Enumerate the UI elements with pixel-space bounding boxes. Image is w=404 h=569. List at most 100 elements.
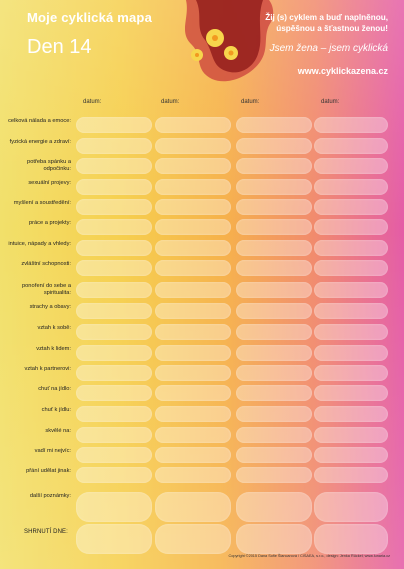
entry-cell-r14-c4[interactable] [314,385,388,401]
motto-text: Žij (s) cyklem a buď naplněnou, úspěšnou… [265,13,388,33]
entry-cell-r5-c4[interactable] [314,199,388,215]
entry-cell-r10-c3[interactable] [236,303,312,319]
entry-cell-r13-c2[interactable] [155,365,231,381]
summary-label: SHRNUTÍ DNE: [24,529,68,535]
entry-cell-r5-c1[interactable] [76,199,152,215]
entry-cell-r16-c1[interactable] [76,427,152,443]
entry-cell-r7-c1[interactable] [76,240,152,256]
entry-cell-r17-c2[interactable] [155,447,231,463]
entry-cell-r9-c3[interactable] [236,282,312,298]
entry-cell-r11-c2[interactable] [155,324,231,340]
entry-cell-r13-c3[interactable] [236,365,312,381]
entry-cell-r4-c2[interactable] [155,179,231,195]
row-label-4: sexuální projevy: [28,180,71,186]
entry-cell-r13-c4[interactable] [314,365,388,381]
entry-cell-r11-c1[interactable] [76,324,152,340]
row-label-3: potřeba spánku a odpočinku: [27,159,71,172]
entry-cell-r8-c3[interactable] [236,260,312,276]
entry-cell-r3-c3[interactable] [236,158,312,174]
entry-cell-r6-c2[interactable] [155,219,231,235]
entry-cell-r3-c2[interactable] [155,158,231,174]
entry-cell-r9-c4[interactable] [314,282,388,298]
entry-cell-r2-c2[interactable] [155,138,231,154]
entry-cell-r7-c2[interactable] [155,240,231,256]
entry-cell-r1-c1[interactable] [76,117,152,133]
entry-cell-r6-c1[interactable] [76,219,152,235]
row-label-1: celková nálada a emoce: [8,118,71,124]
entry-cell-r15-c2[interactable] [155,406,231,422]
entry-cell-r14-c1[interactable] [76,385,152,401]
entry-cell-r14-c3[interactable] [236,385,312,401]
entry-cell-r1-c4[interactable] [314,117,388,133]
entry-cell-r8-c4[interactable] [314,260,388,276]
entry-cell-r11-c3[interactable] [236,324,312,340]
entry-cell-r19-c4[interactable] [314,492,388,522]
entry-cell-r9-c1[interactable] [76,282,152,298]
entry-cell-r12-c3[interactable] [236,345,312,361]
column-date-label-2: datum: [161,99,180,105]
row-label-13: vztah k partnerovi: [24,366,71,372]
entry-cell-r19-c2[interactable] [155,492,231,522]
entry-cell-r2-c1[interactable] [76,138,152,154]
day-label: Den 14 [27,36,92,58]
entry-cell-r12-c4[interactable] [314,345,388,361]
entry-cell-r15-c3[interactable] [236,406,312,422]
entry-cell-r1-c3[interactable] [236,117,312,133]
entry-cell-r10-c4[interactable] [314,303,388,319]
entry-cell-r18-c3[interactable] [236,467,312,483]
entry-cell-r8-c2[interactable] [155,260,231,276]
entry-cell-r19-c1[interactable] [76,492,152,522]
entry-cell-r4-c4[interactable] [314,179,388,195]
woman-hair-illustration [184,0,274,82]
entry-cell-r3-c1[interactable] [76,158,152,174]
entry-cell-r5-c2[interactable] [155,199,231,215]
row-label-5: myšlení a soustředění: [13,200,71,206]
entry-cell-r3-c4[interactable] [314,158,388,174]
entry-cell-r19-c3[interactable] [236,492,312,522]
website-link[interactable]: www.cyklickazena.cz [297,66,388,76]
entry-cell-r15-c4[interactable] [314,406,388,422]
row-label-12: vztah k lidem: [36,346,71,352]
entry-cell-r17-c3[interactable] [236,447,312,463]
entry-cell-r10-c1[interactable] [76,303,152,319]
page-title: Moje cyklická mapa [27,10,152,25]
summary-cell-2[interactable] [155,524,231,554]
entry-cell-r2-c3[interactable] [236,138,312,154]
entry-cell-r16-c2[interactable] [155,427,231,443]
summary-cell-4[interactable] [314,524,388,554]
entry-cell-r10-c2[interactable] [155,303,231,319]
entry-cell-r7-c3[interactable] [236,240,312,256]
entry-cell-r18-c4[interactable] [314,467,388,483]
entry-cell-r11-c4[interactable] [314,324,388,340]
entry-cell-r17-c1[interactable] [76,447,152,463]
entry-cell-r5-c3[interactable] [236,199,312,215]
summary-cell-1[interactable] [76,524,152,554]
entry-cell-r12-c2[interactable] [155,345,231,361]
column-date-label-4: datum: [321,99,340,105]
entry-cell-r8-c1[interactable] [76,260,152,276]
entry-cell-r2-c4[interactable] [314,138,388,154]
entry-cell-r7-c4[interactable] [314,240,388,256]
entry-cell-r12-c1[interactable] [76,345,152,361]
row-label-6: práce a projekty: [28,220,71,226]
entry-cell-r4-c1[interactable] [76,179,152,195]
entry-cell-r4-c3[interactable] [236,179,312,195]
row-label-16: skvělé na: [45,428,71,434]
entry-cell-r6-c4[interactable] [314,219,388,235]
summary-cell-3[interactable] [236,524,312,554]
entry-cell-r13-c1[interactable] [76,365,152,381]
entry-cell-r14-c2[interactable] [155,385,231,401]
entry-cell-r1-c2[interactable] [155,117,231,133]
entry-cell-r16-c3[interactable] [236,427,312,443]
entry-cell-r18-c2[interactable] [155,467,231,483]
entry-cell-r16-c4[interactable] [314,427,388,443]
row-label-14: chuť na jídlo: [38,386,71,392]
row-label-9: ponoření do sebe a spiritualita: [21,283,71,296]
entry-cell-r15-c1[interactable] [76,406,152,422]
entry-cell-r6-c3[interactable] [236,219,312,235]
entry-cell-r9-c2[interactable] [155,282,231,298]
entry-cell-r18-c1[interactable] [76,467,152,483]
row-label-7: intuice, nápady a vhledy: [8,241,71,247]
entry-cell-r17-c4[interactable] [314,447,388,463]
